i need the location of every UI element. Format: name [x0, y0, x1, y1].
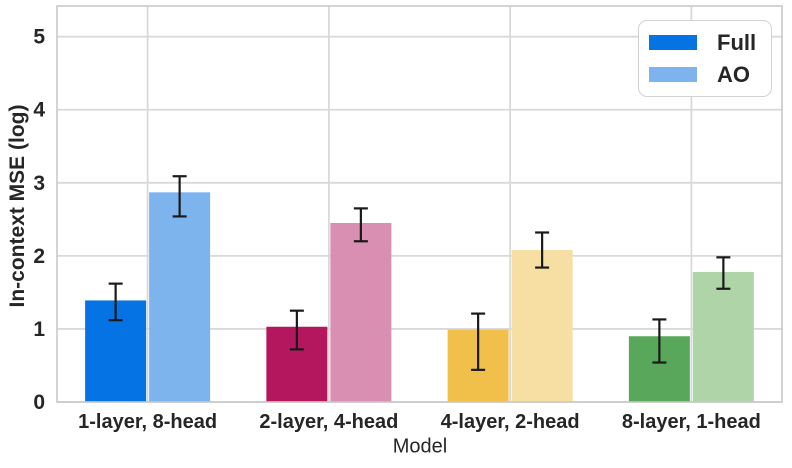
bar-ao-0	[149, 192, 211, 402]
x-tick-label: 1-layer, 8-head	[78, 411, 217, 433]
legend-label-ao: AO	[717, 61, 750, 87]
y-tick-label: 5	[33, 26, 45, 49]
legend-item-full: Full	[649, 29, 761, 55]
legend: Full AO	[638, 20, 772, 97]
y-tick-label: 1	[33, 318, 45, 341]
bar-ao-2	[511, 250, 573, 402]
legend-swatch-ao	[649, 67, 697, 82]
y-tick-label: 2	[33, 245, 45, 268]
x-axis-label: Model	[392, 435, 448, 458]
legend-item-ao: AO	[649, 61, 761, 87]
y-tick-label: 0	[33, 391, 45, 414]
legend-swatch-full	[649, 35, 697, 50]
y-tick-label: 3	[33, 172, 45, 195]
bar-ao-3	[692, 271, 754, 402]
x-tick-label: 2-layer, 4-head	[259, 411, 398, 433]
bar-ao-1	[330, 222, 392, 402]
legend-label-full: Full	[717, 29, 757, 55]
plot-border	[56, 5, 783, 403]
y-tick-label: 4	[33, 99, 45, 122]
y-axis-label: In-context MSE (log)	[6, 104, 29, 308]
x-tick-label: 4-layer, 2-head	[441, 411, 580, 433]
x-tick-label: 8-layer, 1-head	[622, 411, 761, 433]
